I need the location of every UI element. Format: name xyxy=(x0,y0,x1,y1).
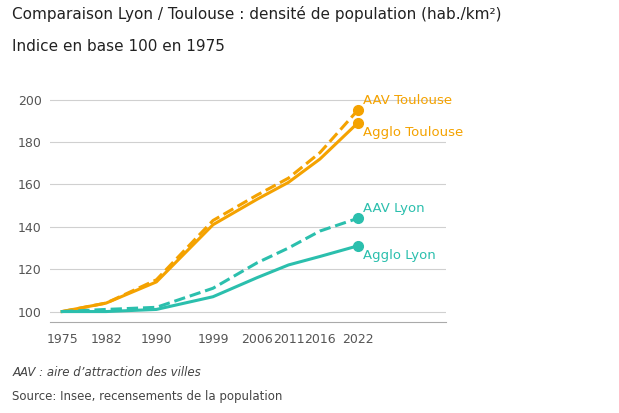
Text: AAV : aire d’attraction des villes: AAV : aire d’attraction des villes xyxy=(12,366,201,378)
Text: Comparaison Lyon / Toulouse : densité de population (hab./km²): Comparaison Lyon / Toulouse : densité de… xyxy=(12,6,502,22)
Text: Agglo Toulouse: Agglo Toulouse xyxy=(363,126,463,139)
Text: Source: Insee, recensements de la population: Source: Insee, recensements de la popula… xyxy=(12,390,283,403)
Text: Agglo Lyon: Agglo Lyon xyxy=(363,249,435,262)
Text: AAV Toulouse: AAV Toulouse xyxy=(363,94,452,107)
Text: Indice en base 100 en 1975: Indice en base 100 en 1975 xyxy=(12,39,225,54)
Text: AAV Lyon: AAV Lyon xyxy=(363,202,424,215)
